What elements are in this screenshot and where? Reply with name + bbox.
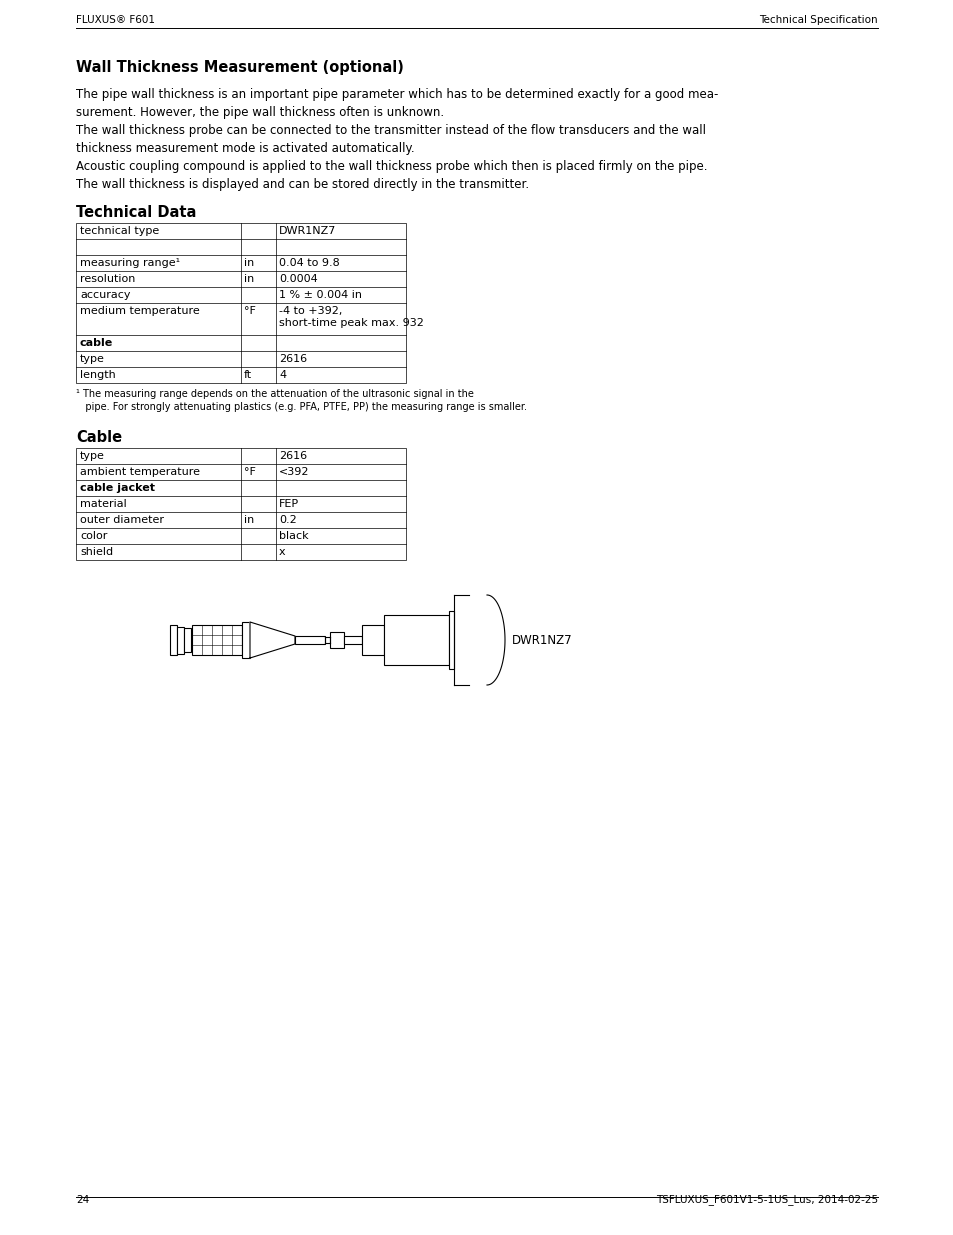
Text: cable: cable	[80, 338, 113, 348]
Text: Wall Thickness Measurement (optional): Wall Thickness Measurement (optional)	[76, 61, 403, 75]
Text: in: in	[244, 258, 254, 268]
Text: type: type	[80, 354, 105, 364]
Text: Technical Data: Technical Data	[76, 205, 196, 220]
Text: ¹ The measuring range depends on the attenuation of the ultrasonic signal in the: ¹ The measuring range depends on the att…	[76, 389, 474, 399]
Bar	[344, 636, 361, 643]
Text: ft: ft	[244, 370, 252, 380]
Bar	[192, 625, 242, 655]
Text: outer diameter: outer diameter	[80, 515, 164, 525]
Text: 2616: 2616	[278, 451, 307, 461]
Text: The wall thickness probe can be connected to the transmitter instead of the flow: The wall thickness probe can be connecte…	[76, 124, 705, 156]
Text: FEP: FEP	[278, 499, 299, 509]
Text: color: color	[80, 531, 108, 541]
Text: The pipe wall thickness is an important pipe parameter which has to be determine: The pipe wall thickness is an important …	[76, 88, 718, 119]
Bar	[361, 625, 384, 655]
Text: 0.04 to 9.8: 0.04 to 9.8	[278, 258, 339, 268]
Text: in: in	[244, 274, 254, 284]
Text: ambient temperature: ambient temperature	[80, 467, 200, 477]
Text: -4 to +392,
short-time peak max. 932: -4 to +392, short-time peak max. 932	[278, 306, 423, 329]
Text: shield: shield	[80, 547, 113, 557]
Bar	[170, 625, 177, 655]
Text: 0.2: 0.2	[278, 515, 296, 525]
Text: cable jacket: cable jacket	[80, 483, 154, 493]
Text: medium temperature: medium temperature	[80, 306, 199, 316]
Text: 1 % ± 0.004 in: 1 % ± 0.004 in	[278, 290, 361, 300]
Text: <392: <392	[278, 467, 309, 477]
Bar	[184, 629, 191, 652]
Text: pipe. For strongly attenuating plastics (e.g. PFA, PTFE, PP) the measuring range: pipe. For strongly attenuating plastics …	[76, 403, 526, 412]
Text: °F: °F	[244, 306, 255, 316]
Text: accuracy: accuracy	[80, 290, 131, 300]
Text: technical type: technical type	[80, 226, 159, 236]
Text: Acoustic coupling compound is applied to the wall thickness probe which then is : Acoustic coupling compound is applied to…	[76, 161, 707, 191]
Bar	[294, 636, 325, 643]
Text: in: in	[244, 515, 254, 525]
Bar	[330, 632, 344, 648]
Text: °F: °F	[244, 467, 255, 477]
Text: material: material	[80, 499, 127, 509]
Text: x: x	[278, 547, 285, 557]
Text: 4: 4	[278, 370, 286, 380]
Text: black: black	[278, 531, 309, 541]
Text: DWR1NZ7: DWR1NZ7	[512, 634, 572, 646]
Text: type: type	[80, 451, 105, 461]
Bar	[449, 611, 454, 669]
Text: 0.0004: 0.0004	[278, 274, 317, 284]
Bar	[384, 615, 449, 664]
Text: Cable: Cable	[76, 430, 122, 445]
Text: 2616: 2616	[278, 354, 307, 364]
Text: FLUXUS® F601: FLUXUS® F601	[76, 15, 154, 25]
Bar	[76, 448, 406, 559]
Text: 24: 24	[76, 1195, 90, 1205]
Bar	[242, 622, 250, 658]
Bar	[177, 626, 184, 653]
Text: length: length	[80, 370, 115, 380]
Text: DWR1NZ7: DWR1NZ7	[278, 226, 336, 236]
Text: measuring range¹: measuring range¹	[80, 258, 180, 268]
Bar	[76, 224, 406, 383]
Text: Technical Specification: Technical Specification	[759, 15, 877, 25]
Text: resolution: resolution	[80, 274, 135, 284]
Text: TSFLUXUS_F601V1-5-1US_Lus, 2014-02-25: TSFLUXUS_F601V1-5-1US_Lus, 2014-02-25	[655, 1194, 877, 1205]
Polygon shape	[250, 622, 294, 658]
